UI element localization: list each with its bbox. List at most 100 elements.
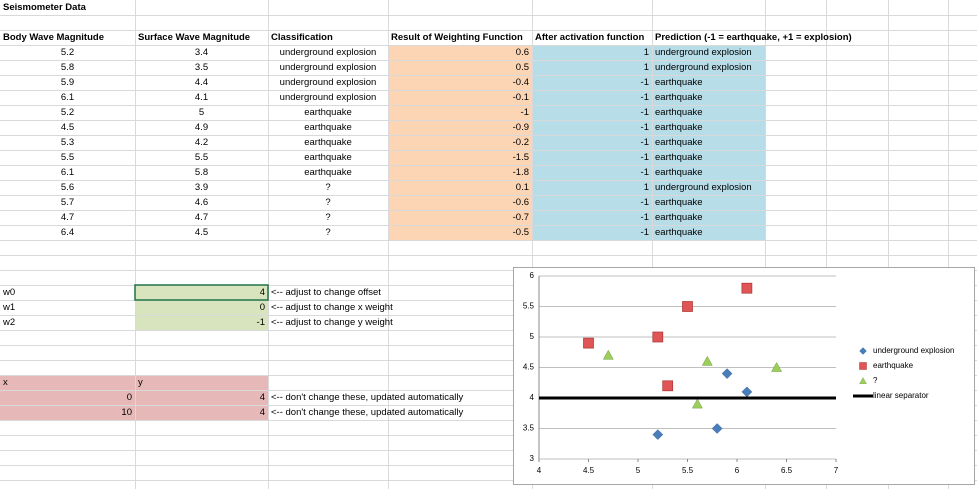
cell: -1 (640, 92, 649, 103)
chart-frame (513, 267, 975, 485)
y-tick-label: 4.5 (523, 363, 535, 372)
cell: 5.2 (60, 47, 75, 58)
cell: -1 (640, 77, 649, 88)
cell: 4.5 (60, 122, 75, 133)
cell: 1 (643, 62, 649, 73)
cell: underground explosion (279, 47, 377, 58)
orange-fill (388, 45, 532, 240)
cell: -0.9 (512, 122, 529, 133)
cell: 0.5 (515, 62, 529, 73)
cell: earthquake (655, 122, 703, 133)
cell: -1 (640, 152, 649, 163)
y-tick-label: 6 (530, 271, 535, 280)
cell: -0.2 (512, 137, 529, 148)
cell: 6.1 (60, 167, 75, 178)
cell: underground explosion (655, 182, 752, 193)
cell: ? (325, 212, 331, 223)
cell: 0.1 (515, 182, 529, 193)
cell: 4.7 (60, 212, 75, 223)
blue-fill (532, 45, 765, 240)
cell: <-- adjust to change y weight (271, 317, 393, 328)
cell: 0 (126, 392, 132, 403)
legend-label: linear separator (873, 391, 929, 400)
cell: -1 (640, 122, 649, 133)
cell: 4.9 (194, 122, 209, 133)
point (602, 349, 614, 360)
legend-label: earthquake (873, 361, 914, 370)
legend-label: underground explosion (873, 346, 954, 355)
point (771, 361, 783, 372)
cell: -1 (640, 107, 649, 118)
cell: ? (325, 182, 331, 193)
cell: Body Wave Magnitude (3, 32, 104, 43)
x-tick-label: 6.5 (781, 466, 793, 475)
x-tick-label: 4 (537, 466, 542, 475)
cell: w2 (3, 317, 16, 328)
cell: underground explosion (655, 47, 752, 58)
point (859, 377, 867, 384)
x-tick-label: 5 (636, 466, 641, 475)
cell: earthquake (655, 212, 703, 223)
cell: earthquake (304, 167, 352, 178)
y-tick-label: 3 (530, 454, 535, 463)
cell: underground explosion (279, 77, 377, 88)
cell: Seismometer Data (3, 2, 86, 13)
point (662, 380, 674, 392)
cell: earthquake (655, 197, 703, 208)
y-tick-label: 4 (530, 393, 535, 402)
x-tick-label: 4.5 (583, 466, 595, 475)
cell: earthquake (304, 122, 352, 133)
cell: 4.1 (194, 92, 209, 103)
cell: -1.8 (512, 167, 529, 178)
pink-fill (0, 375, 268, 420)
cell: After activation function (535, 32, 645, 43)
cell: underground explosion (279, 62, 377, 73)
cell: -1 (640, 212, 649, 223)
cell: 4 (259, 392, 265, 403)
cell: earthquake (304, 152, 352, 163)
cell: <-- adjust to change x weight (271, 302, 393, 313)
point (859, 347, 867, 355)
cell: 10 (121, 407, 132, 418)
x-tick-label: 5.5 (682, 466, 694, 475)
point (682, 301, 693, 312)
cell: Classification (271, 32, 333, 43)
cell: 1 (643, 47, 649, 58)
cell: 4.4 (194, 77, 209, 88)
cell: 5.6 (60, 182, 75, 193)
cell: earthquake (655, 152, 703, 163)
cell: ? (325, 197, 331, 208)
selection (134, 284, 269, 301)
cell: 4 (259, 287, 265, 298)
cell: 3.9 (194, 182, 209, 193)
chart: 3 3.5 4 4.5 5 5.5 6 4 4.5 5 5.5 6 6.5 7 underground ex… (513, 267, 975, 485)
cell: 4.5 (194, 227, 209, 238)
cell: earthquake (655, 227, 703, 238)
cell: 1 (643, 182, 649, 193)
cell: -1 (640, 167, 649, 178)
cell: <-- don't change these, updated automati… (271, 392, 464, 403)
cell: earthquake (655, 107, 703, 118)
point (721, 368, 733, 379)
x-tick-label: 7 (834, 466, 839, 475)
cell: 5.9 (60, 77, 75, 88)
cell: -1 (256, 317, 265, 328)
cell: 5.8 (194, 167, 209, 178)
cell: -1 (640, 137, 649, 148)
point (652, 429, 664, 440)
cell: -1 (640, 227, 649, 238)
cell: 3.5 (194, 62, 209, 73)
cell: 6.4 (60, 227, 75, 238)
cell: 5.2 (60, 107, 75, 118)
cell: 5.3 (60, 137, 75, 148)
cell: Prediction (-1 = earthquake, +1 = explos… (655, 32, 852, 43)
cell: -1 (520, 107, 529, 118)
y-tick-label: 3.5 (523, 424, 535, 433)
cell: -0.6 (512, 197, 529, 208)
cell: w1 (3, 302, 16, 313)
cell: ? (325, 227, 331, 238)
cell: earthquake (655, 77, 703, 88)
cell: 5 (198, 107, 205, 118)
cell: 0.6 (515, 47, 529, 58)
